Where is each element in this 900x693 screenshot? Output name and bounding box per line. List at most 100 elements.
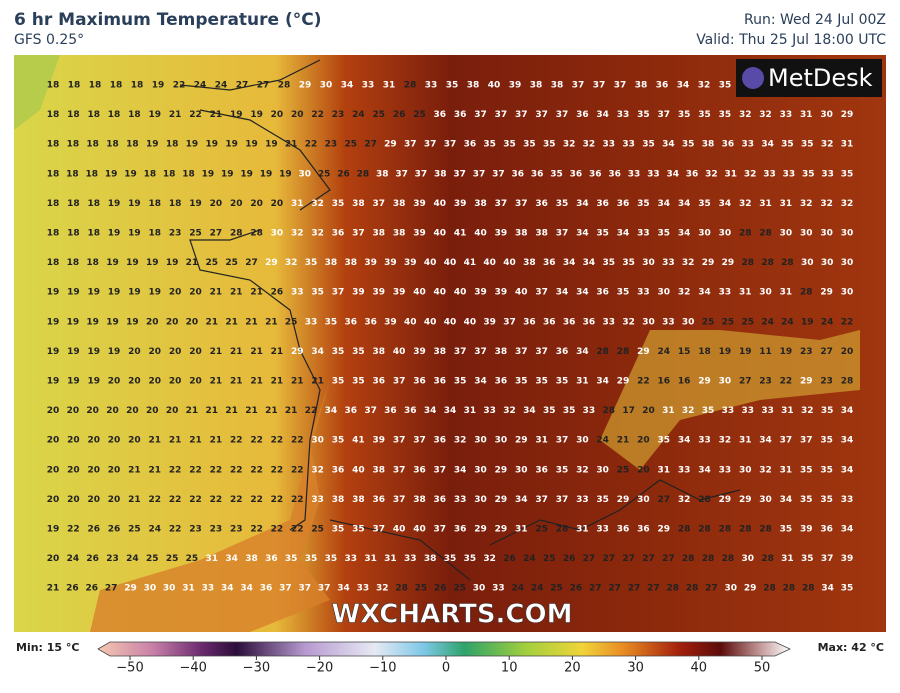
grid-value: 21 [250, 347, 263, 357]
grid-value: 25 [186, 554, 199, 564]
grid-value: 40 [464, 317, 477, 327]
grid-value: 40 [393, 347, 406, 357]
grid-value: 19 [152, 81, 165, 91]
grid-value: 30 [820, 229, 833, 239]
grid-value: 21 [206, 406, 219, 416]
grid-value: 20 [47, 406, 60, 416]
grid-value: 25 [311, 525, 324, 535]
grid-value: 22 [230, 495, 243, 505]
grid-value: 33 [583, 406, 596, 416]
grid-value: 35 [563, 406, 576, 416]
grid-value: 30 [780, 229, 793, 239]
grid-value: 34 [225, 554, 238, 564]
grid-value: 22 [841, 317, 854, 327]
grid-value: 34 [617, 229, 630, 239]
grid-value: 26 [337, 169, 350, 179]
grid-value: 35 [332, 199, 345, 209]
grid-value: 21 [250, 377, 263, 387]
grid-value: 22 [291, 465, 304, 475]
grid-value: 38 [376, 169, 389, 179]
grid-value: 40 [434, 288, 447, 298]
grid-value: 39 [509, 81, 522, 91]
grid-value: 37 [372, 199, 385, 209]
grid-value: 36 [372, 377, 385, 387]
grid-value: 36 [563, 317, 576, 327]
grid-value: 39 [393, 288, 406, 298]
grid-value: 40 [503, 258, 516, 268]
grid-value: 19 [108, 288, 121, 298]
grid-value: 19 [67, 347, 80, 357]
grid-value: 27 [210, 229, 223, 239]
grid-value: 31 [383, 81, 396, 91]
grid-value: 18 [89, 81, 102, 91]
grid-value: 35 [622, 258, 635, 268]
grid-value: 19 [47, 377, 60, 387]
grid-value: 28 [802, 584, 815, 594]
grid-value: 18 [149, 199, 162, 209]
grid-value: 21 [189, 436, 202, 446]
grid-value: 33 [596, 525, 609, 535]
grid-value: 37 [352, 229, 365, 239]
grid-value: 18 [144, 169, 157, 179]
grid-value: 22 [210, 465, 223, 475]
grid-value: 29 [841, 110, 854, 120]
grid-value: 28 [781, 258, 794, 268]
grid-value: 36 [454, 110, 467, 120]
grid-value: 20 [47, 436, 60, 446]
grid-value: 26 [563, 554, 576, 564]
grid-value: 35 [596, 495, 609, 505]
grid-value: 37 [434, 525, 447, 535]
grid-value: 22 [291, 436, 304, 446]
grid-value: 36 [656, 81, 669, 91]
grid-value: 18 [126, 140, 139, 150]
grid-value: 32 [698, 81, 711, 91]
grid-value: 37 [393, 465, 406, 475]
grid-value: 33 [357, 584, 370, 594]
grid-value: 30 [642, 317, 655, 327]
grid-value: 36 [265, 554, 278, 564]
grid-value: 30 [820, 110, 833, 120]
grid-value: 37 [556, 436, 569, 446]
grid-value: 33 [719, 288, 732, 298]
grid-value: 35 [682, 140, 695, 150]
grid-value: 35 [820, 495, 833, 505]
grid-value: 35 [556, 377, 569, 387]
grid-value: 32 [678, 495, 691, 505]
grid-value: 20 [250, 199, 263, 209]
grid-value: 22 [210, 495, 223, 505]
grid-value: 23 [759, 377, 772, 387]
grid-value: 20 [87, 495, 100, 505]
grid-value: 39 [454, 199, 467, 209]
grid-value: 35 [352, 377, 365, 387]
grid-value: 18 [47, 110, 60, 120]
grid-value: 32 [821, 140, 834, 150]
grid-value: 22 [250, 465, 263, 475]
grid-value: 34 [444, 406, 457, 416]
grid-value: 31 [781, 554, 794, 564]
grid-value: 38 [372, 465, 385, 475]
grid-value: 22 [169, 525, 182, 535]
grid-value: 18 [47, 140, 60, 150]
grid-value: 18 [85, 169, 98, 179]
grid-value: 28 [739, 525, 752, 535]
grid-value: 27 [257, 81, 270, 91]
grid-value: 28 [739, 229, 752, 239]
grid-value: 21 [230, 347, 243, 357]
grid-value: 23 [106, 554, 119, 564]
grid-value: 35 [841, 169, 854, 179]
grid-value: 19 [189, 199, 202, 209]
grid-value: 33 [425, 81, 438, 91]
grid-value: 35 [637, 199, 650, 209]
grid-value: 37 [556, 495, 569, 505]
grid-value: 20 [149, 347, 162, 357]
grid-value: 37 [393, 436, 406, 446]
grid-value: 20 [106, 406, 119, 416]
grid-value: 39 [404, 258, 417, 268]
grid-value: 27 [105, 584, 118, 594]
grid-value: 35 [483, 140, 496, 150]
grid-value: 36 [596, 199, 609, 209]
grid-value: 19 [47, 288, 60, 298]
grid-value: 18 [698, 347, 711, 357]
grid-value: 25 [206, 258, 219, 268]
grid-value: 37 [444, 140, 457, 150]
